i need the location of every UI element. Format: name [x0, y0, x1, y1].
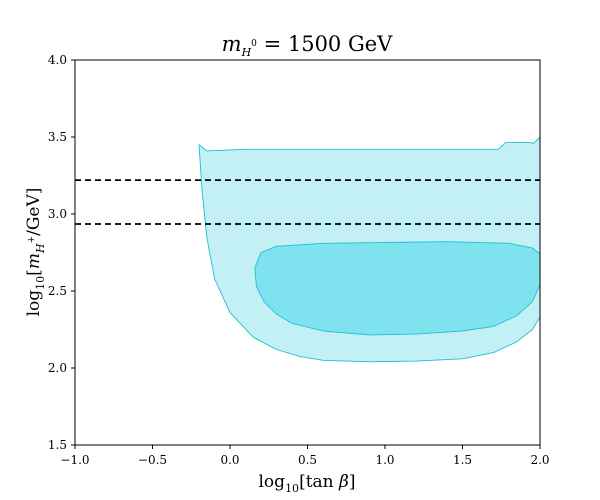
y-tick-label: 2.0: [48, 361, 67, 375]
chart-title: mH0 = 1500 GeV: [222, 32, 394, 59]
x-tick-label: 0.0: [220, 453, 239, 467]
x-tick-label: −0.5: [138, 453, 167, 467]
y-axis-label: log10[mH+/GeV]: [24, 188, 47, 317]
y-axis-ticks: 1.5 2.0 2.5 3.0 3.5 4.0: [48, 53, 75, 452]
y-tick-label: 2.5: [48, 284, 67, 298]
y-tick-label: 3.0: [48, 207, 67, 221]
y-tick-label: 1.5: [48, 438, 67, 452]
x-tick-label: 1.5: [453, 453, 472, 467]
inner-region: [254, 241, 541, 336]
x-tick-label: 1.0: [375, 453, 394, 467]
contour-regions: [198, 136, 541, 363]
x-axis-label: log10[tan β]: [259, 472, 356, 495]
y-tick-label: 4.0: [48, 53, 67, 67]
x-tick-label: 2.0: [530, 453, 549, 467]
y-tick-label: 3.5: [48, 130, 67, 144]
x-tick-label: 0.5: [298, 453, 317, 467]
x-tick-label: −1.0: [60, 453, 89, 467]
dashed-reference-lines: [75, 179, 540, 225]
x-axis-ticks: −1.0 −0.5 0.0 0.5 1.0 1.5 2.0: [60, 445, 550, 467]
